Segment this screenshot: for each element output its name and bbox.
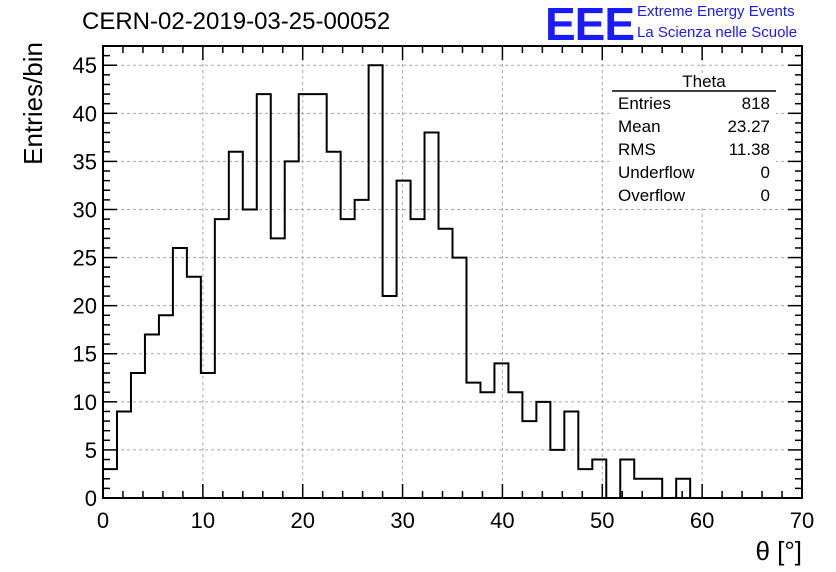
x-tick-label: 0 [97,508,109,533]
stats-row-label: Underflow [618,163,695,182]
y-axis-label: Entries/bin [18,42,48,165]
eee-logo: EEE [545,0,635,50]
y-tick-label: 15 [73,342,97,367]
x-tick-label: 60 [690,508,714,533]
stats-row-label: Mean [618,117,661,136]
logo-caption-line2: La Scienza nelle Scuole [637,24,798,41]
stats-row-label: Entries [618,94,671,113]
y-tick-label: 0 [85,486,97,511]
y-tick-label: 45 [73,53,97,78]
x-tick-label: 30 [390,508,414,533]
stats-row-value: 818 [742,94,770,113]
stats-row-label: RMS [618,140,656,159]
y-tick-label: 5 [85,438,97,463]
plot-frame [102,45,803,499]
y-tick-label: 35 [73,149,97,174]
stats-row-value: 0 [761,186,770,205]
stats-box-title: Theta [682,72,726,91]
x-tick-label: 50 [590,508,614,533]
y-tick-label: 30 [73,197,97,222]
y-tick-label: 40 [73,101,97,126]
x-tick-label: 70 [790,508,814,533]
x-tick-label: 10 [191,508,215,533]
histogram-outline [102,64,802,499]
stats-box: Theta Entries 818 Mean 23.27 RMS 11.38 Underfl… [612,72,776,205]
stats-row-label: Overflow [618,186,686,205]
y-tick-label: 20 [73,294,97,319]
y-tick-label: 10 [73,390,97,415]
logo-caption-line1: Extreme Energy Events [637,3,795,20]
stats-row-value: 23.27 [727,117,770,136]
x-tick-label: 40 [490,508,514,533]
x-tick-label: 20 [290,508,314,533]
x-axis-label: θ [°] [755,536,802,566]
tick-labels: 0 10 20 30 40 50 60 70 0 5 10 15 20 25 30 35 40 45 [73,53,815,533]
plot-title: CERN-02-2019-03-25-00052 [82,8,391,35]
axis-ticks [102,45,803,499]
stats-row-value: 11.38 [729,140,770,159]
stats-row-value: 0 [761,163,770,182]
y-tick-label: 25 [73,246,97,271]
